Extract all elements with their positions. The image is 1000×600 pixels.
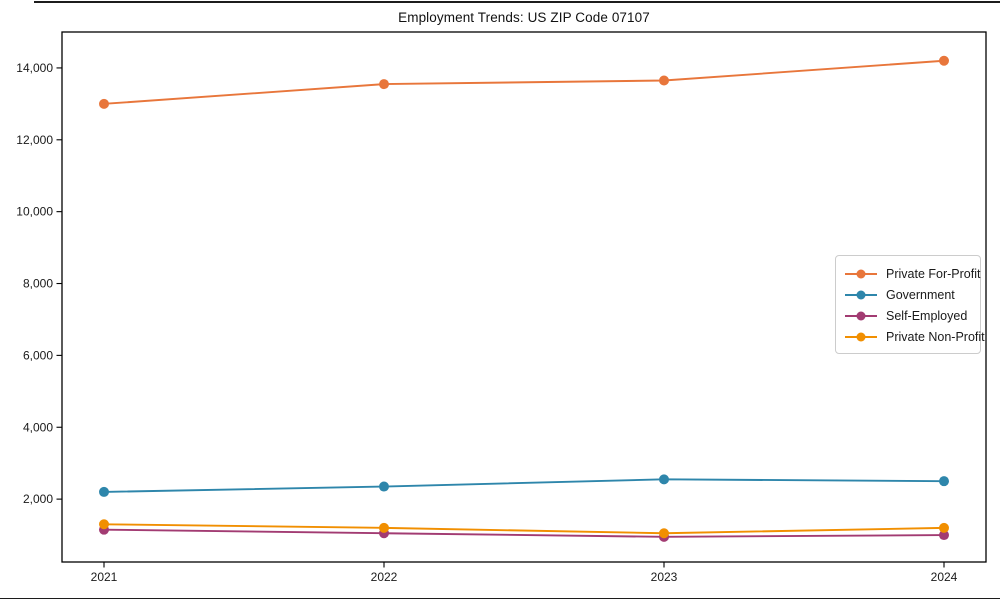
data-point-marker bbox=[99, 486, 109, 497]
legend-label: Self-Employed bbox=[886, 308, 968, 323]
series-line bbox=[103, 478, 945, 493]
legend-line-marker-icon bbox=[845, 311, 877, 320]
data-point-marker bbox=[939, 530, 949, 541]
y-tick-label: 8,000 bbox=[23, 277, 53, 291]
data-point-marker bbox=[379, 79, 389, 90]
window-border-top bbox=[34, 1, 1000, 3]
legend-line-marker-icon bbox=[845, 290, 877, 299]
window-border-bottom bbox=[0, 597, 1000, 599]
x-tick-label: 2021 bbox=[91, 570, 118, 584]
legend-label: Government bbox=[886, 287, 955, 302]
legend: Private For-Profit Government Self-Emplo… bbox=[835, 255, 985, 354]
plot-frame bbox=[61, 31, 987, 563]
data-point-marker bbox=[379, 522, 389, 533]
y-tick-label: 14,000 bbox=[16, 61, 53, 75]
data-point-marker bbox=[659, 75, 669, 86]
y-tick-label: 2,000 bbox=[23, 492, 53, 506]
data-point-marker bbox=[939, 55, 949, 66]
legend-line-marker-icon bbox=[845, 332, 877, 341]
data-point-marker bbox=[379, 481, 389, 492]
series-line bbox=[103, 523, 945, 535]
x-tick-label: 2024 bbox=[931, 570, 958, 584]
series-line bbox=[103, 528, 945, 538]
data-point-marker bbox=[939, 522, 949, 533]
legend-line-marker-icon bbox=[845, 269, 877, 278]
y-tick-label: 12,000 bbox=[16, 133, 53, 147]
x-tick-label: 2023 bbox=[651, 570, 678, 584]
data-point-marker bbox=[99, 98, 109, 109]
y-tick-label: 6,000 bbox=[23, 348, 53, 362]
legend-item-private-for-profit: Private For-Profit bbox=[844, 263, 980, 284]
legend-item-private-non-profit: Private Non-Profit bbox=[844, 326, 985, 347]
legend-item-self-employed: Self-Employed bbox=[844, 305, 972, 326]
legend-label: Private Non-Profit bbox=[886, 329, 985, 344]
data-point-marker bbox=[939, 476, 949, 487]
data-point-marker bbox=[659, 474, 669, 485]
data-point-marker bbox=[99, 519, 109, 530]
x-tick-label: 2022 bbox=[371, 570, 398, 584]
series-line bbox=[103, 59, 945, 105]
legend-item-government: Government bbox=[844, 284, 972, 305]
y-tick-label: 4,000 bbox=[23, 420, 53, 434]
data-point-marker bbox=[659, 528, 669, 539]
chart-title: Employment Trends: US ZIP Code 07107 bbox=[398, 10, 650, 25]
y-tick-label: 10,000 bbox=[16, 205, 53, 219]
legend-label: Private For-Profit bbox=[886, 266, 981, 281]
